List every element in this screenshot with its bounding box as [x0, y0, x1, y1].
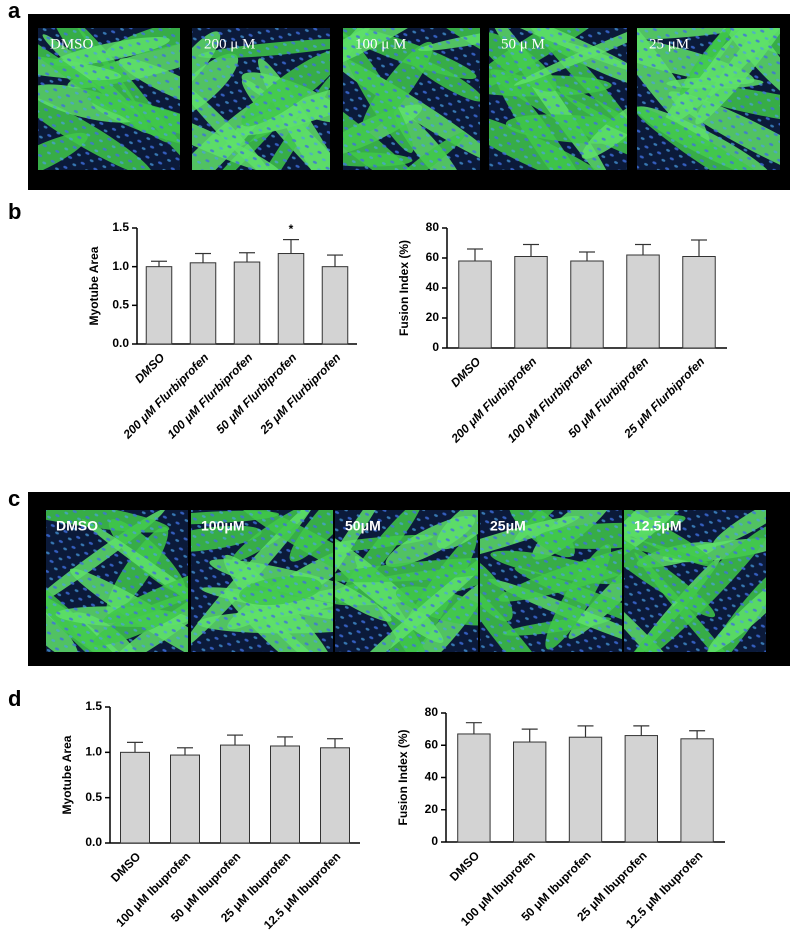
y-tick-label: 20	[425, 802, 439, 816]
y-axis-title: Fusion Index (%)	[397, 240, 411, 336]
bar	[568, 736, 603, 843]
image-label: DMSO	[56, 518, 98, 534]
bar	[320, 747, 350, 844]
micrograph: DMSO	[38, 28, 180, 170]
y-tick-label: 1.5	[85, 699, 102, 713]
micrograph: DMSO	[46, 510, 188, 652]
micrograph-content	[38, 28, 180, 170]
bar	[120, 751, 150, 844]
image-label: 25μM	[490, 518, 526, 534]
bar	[626, 254, 660, 349]
x-tick-label: DMSO	[448, 354, 484, 390]
micrograph: 50μM	[335, 510, 478, 652]
micrograph-content	[637, 28, 780, 170]
micrograph: 25μM	[480, 510, 622, 652]
y-tick-label: 0	[432, 340, 439, 354]
bar	[514, 256, 548, 349]
y-tick-label: 0.0	[85, 835, 102, 849]
micrograph-content	[192, 28, 330, 170]
micrograph: 100 μ M	[343, 28, 480, 170]
y-tick-label: 0.5	[85, 790, 102, 804]
x-tick-label: 50 μM Flurbiprofen	[213, 350, 299, 436]
bar	[189, 262, 217, 345]
y-tick-label: 0.0	[112, 336, 129, 350]
nuclei	[335, 510, 478, 652]
panel-letter: d	[8, 686, 21, 711]
y-tick-label: 0.5	[112, 298, 129, 312]
bar	[680, 738, 714, 843]
bar	[220, 744, 250, 844]
nuclei	[38, 28, 180, 170]
micrograph: 50 μ M	[489, 28, 627, 170]
y-tick-label: 1.5	[112, 220, 129, 234]
nuclei	[637, 28, 780, 170]
image-label: 25 μM	[649, 36, 689, 52]
micrograph: 12.5μM	[624, 510, 766, 652]
y-axis-title: Fusion Index (%)	[396, 729, 410, 825]
micrograph-content	[335, 510, 478, 652]
micrograph: 100μM	[191, 510, 333, 652]
micrograph-content	[46, 510, 188, 652]
nuclei	[191, 510, 333, 652]
x-tick-label: 25 μM Flurbiprofen	[256, 350, 343, 437]
y-tick-label: 60	[426, 250, 440, 264]
bar	[682, 256, 716, 349]
bar	[270, 745, 300, 844]
image-label: 200 μ M	[204, 36, 255, 52]
nuclei	[192, 28, 330, 170]
y-tick-label: 1.0	[85, 745, 102, 759]
micrograph-content	[624, 510, 766, 652]
y-tick-label: 40	[425, 770, 439, 784]
x-tick-label: 100 μM Flurbiprofen	[164, 350, 255, 441]
x-tick-label: 200 μM Flurbiprofen	[120, 350, 212, 442]
y-tick-label: 40	[426, 280, 440, 294]
image-label: 100μM	[201, 518, 245, 534]
bar	[457, 733, 491, 843]
panel-letter: a	[8, 0, 21, 23]
y-axis-title: Myotube Area	[87, 246, 101, 325]
panel-letter: b	[8, 199, 21, 224]
panel-letter: c	[8, 486, 20, 511]
image-label: 12.5μM	[634, 518, 681, 534]
nuclei	[624, 510, 766, 652]
bar	[277, 253, 305, 345]
micrograph: 200 μ M	[192, 28, 330, 170]
bar	[170, 754, 200, 844]
image-label: 50 μ M	[501, 36, 545, 52]
x-tick-label: DMSO	[132, 350, 168, 386]
micrograph-content	[343, 28, 480, 170]
x-tick-label: DMSO	[108, 849, 143, 884]
bar	[233, 261, 261, 345]
x-tick-label: DMSO	[447, 848, 482, 883]
nuclei	[489, 28, 627, 170]
image-label: 100 μ M	[355, 36, 406, 52]
y-tick-label: 0	[431, 834, 438, 848]
y-tick-label: 20	[426, 310, 440, 324]
bar	[570, 260, 604, 349]
bar	[321, 266, 349, 345]
micrograph: 25 μM	[637, 28, 780, 170]
y-tick-label: 80	[425, 705, 439, 719]
bar	[624, 735, 658, 843]
y-axis-title: Myotube Area	[60, 735, 74, 814]
micrograph-content	[489, 28, 627, 170]
micrograph-content	[480, 510, 622, 652]
nuclei	[480, 510, 622, 652]
y-tick-label: 80	[426, 220, 440, 234]
image-label: DMSO	[50, 36, 94, 52]
nuclei	[343, 28, 480, 170]
bar	[513, 741, 547, 843]
y-tick-label: 60	[425, 737, 439, 751]
image-label: 50μM	[345, 518, 381, 534]
bar	[458, 260, 492, 349]
micrograph-content	[191, 510, 333, 652]
nuclei	[46, 510, 188, 652]
bar	[145, 266, 173, 345]
significance-mark: *	[289, 222, 294, 236]
y-tick-label: 1.0	[112, 259, 129, 273]
